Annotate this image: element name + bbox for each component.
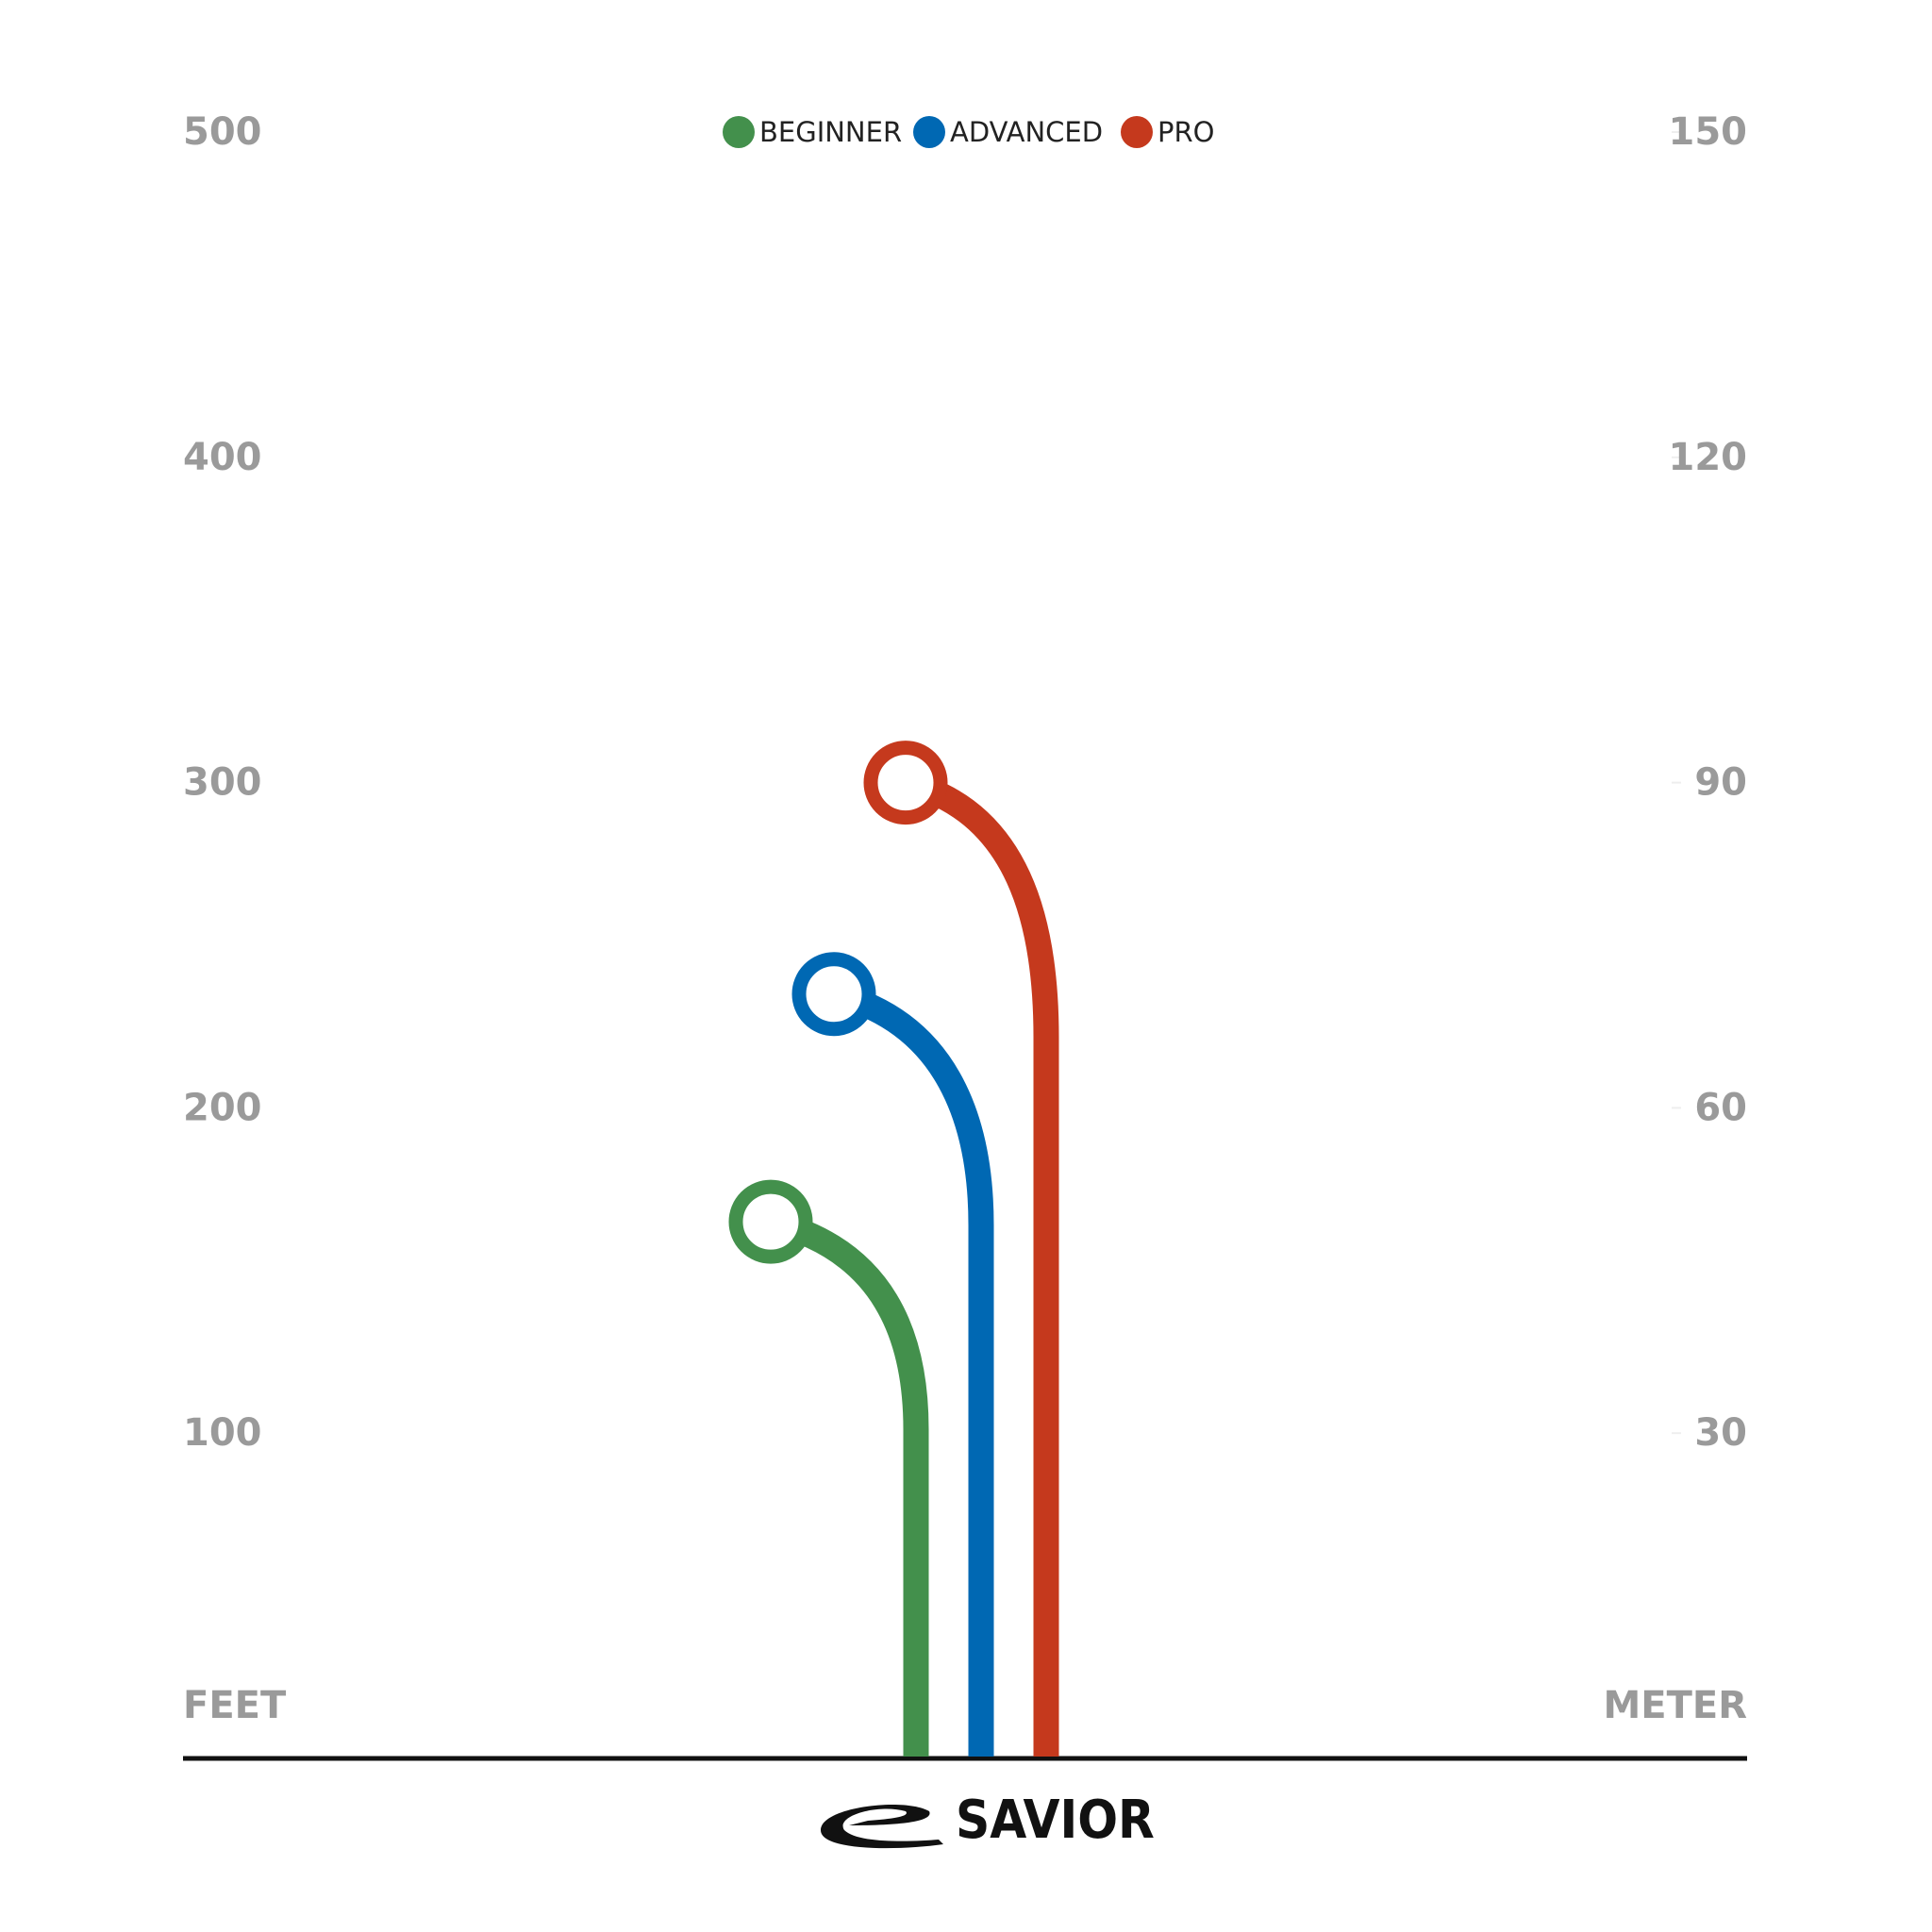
legend-label: ADVANCED — [950, 116, 1103, 148]
stem — [902, 770, 1059, 1757]
logo-mark — [821, 1804, 943, 1849]
stem — [767, 1208, 929, 1757]
y2-axis-label: METER — [1603, 1684, 1747, 1727]
legend-label: PRO — [1158, 116, 1214, 148]
marker — [791, 952, 876, 1037]
y-tick-label: 500 — [183, 110, 262, 154]
marker — [863, 741, 948, 825]
legend-swatch — [913, 116, 945, 148]
y-tick-label: 100 — [183, 1411, 262, 1455]
legend-swatch — [1121, 116, 1153, 148]
y2-tick-label: 60 — [1694, 1086, 1747, 1129]
y-tick-label: 400 — [183, 436, 262, 479]
y-axis-label: FEET — [183, 1684, 287, 1727]
y2-tick-label: 150 — [1669, 110, 1748, 154]
marker — [728, 1179, 813, 1264]
stem — [830, 981, 994, 1757]
brand: SAVIOR — [956, 1790, 1155, 1851]
y-tick-label: 200 — [183, 1086, 262, 1129]
y-tick-label: 300 — [183, 761, 262, 805]
grid — [258, 123, 1681, 1443]
legend-label: BEGINNER — [759, 116, 902, 148]
y2-tick-label: 120 — [1669, 436, 1748, 479]
logo: SAVIOR — [821, 1790, 1155, 1851]
y2-tick-label: 90 — [1694, 761, 1747, 805]
legend-swatch — [723, 116, 755, 148]
y2-tick-label: 30 — [1694, 1411, 1747, 1455]
